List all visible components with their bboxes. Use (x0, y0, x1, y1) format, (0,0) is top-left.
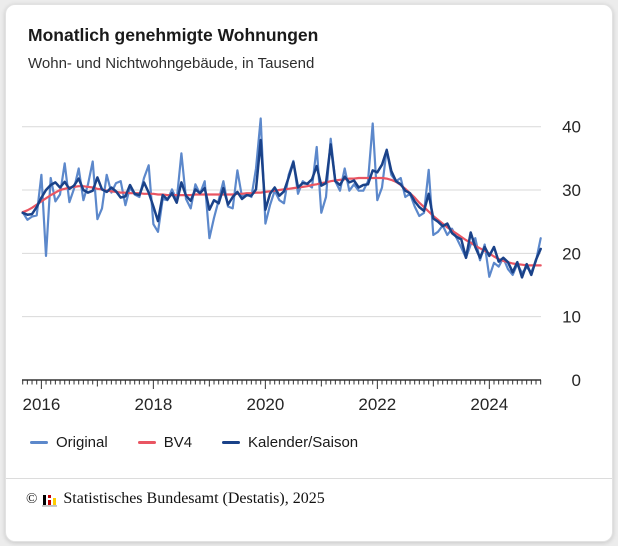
svg-text:2022: 2022 (358, 395, 396, 414)
legend: Original BV4 Kalender/Saison (30, 434, 358, 451)
chart-subtitle: Wohn- und Nichtwohngebäude, in Tausend (28, 55, 315, 72)
svg-text:2016: 2016 (22, 395, 60, 414)
x-axis-ticks (22, 380, 542, 389)
legend-label-kalender-saison: Kalender/Saison (248, 434, 359, 451)
legend-item-bv4: BV4 (137, 434, 193, 451)
page-title: Monatlich genehmigte Wohnungen (28, 25, 319, 45)
svg-text:40: 40 (562, 118, 581, 137)
legend-item-kalender-saison: Kalender/Saison (222, 434, 358, 451)
y-axis-labels: 0 10 20 30 40 (562, 118, 581, 390)
legend-swatch-bv4-icon (137, 441, 156, 444)
legend-label-bv4: BV4 (163, 434, 193, 451)
svg-text:2024: 2024 (470, 395, 508, 414)
svg-text:2018: 2018 (134, 395, 172, 414)
legend-label-original: Original (56, 434, 108, 451)
svg-text:0: 0 (572, 371, 581, 390)
x-axis-labels: 2016 2018 2020 2022 2024 (22, 395, 508, 414)
copyright-symbol: © (26, 490, 38, 507)
series-kalender-saison (21, 138, 542, 279)
destatis-logo-icon (42, 494, 58, 506)
footer-text: Statistisches Bundesamt (Destatis), 2025 (63, 490, 325, 507)
legend-swatch-original-icon (30, 441, 48, 444)
line-chart: 0 10 20 30 40 2016 2018 2020 2022 2024 (21, 117, 581, 414)
y-gridlines (22, 126, 541, 318)
footer-divider (6, 478, 612, 479)
svg-text:30: 30 (562, 181, 581, 200)
svg-text:10: 10 (562, 308, 581, 327)
legend-swatch-kalender-saison-icon (222, 441, 241, 444)
svg-text:20: 20 (562, 244, 581, 263)
footer: © Statistisches Bundesamt (Destatis), 20… (26, 490, 325, 508)
svg-text:2020: 2020 (246, 395, 284, 414)
legend-item-original: Original (30, 434, 108, 451)
chart-card: Monatlich genehmigte Wohnungen Wohn- und… (5, 4, 613, 542)
